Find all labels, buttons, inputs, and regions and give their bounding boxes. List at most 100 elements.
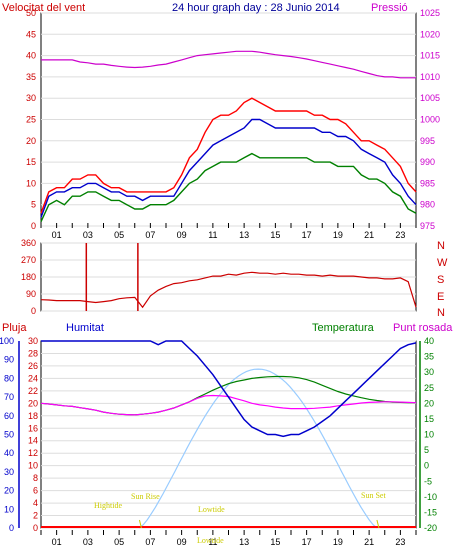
humidity-tick-label: 20	[4, 486, 14, 496]
climate-panel-frame	[40, 340, 417, 529]
temperature-tick-label: 10	[424, 430, 434, 440]
pressure-axis-title: Pressió	[371, 2, 408, 14]
temperature-tick-label: 25	[424, 383, 434, 393]
wind-hour-tick-label: 07	[145, 230, 155, 240]
lowtide-annotation-1: Lowtide	[198, 505, 225, 514]
lowtide-annotation-2: Lowtide	[197, 536, 224, 545]
wind-avg-line	[40, 118, 417, 218]
temperature-tick-label: -10	[424, 492, 437, 502]
wind-hour-tick-label: 21	[364, 230, 374, 240]
wind-hour-tick-label: 03	[83, 230, 93, 240]
pressure-tick-label: 1005	[420, 93, 440, 103]
wind-speed-tick-label: 10	[26, 178, 36, 188]
climate-hour-tick-label: 23	[395, 537, 405, 547]
temperature-tick-label: -15	[424, 507, 437, 517]
humidity-label: Humitat	[66, 322, 104, 334]
climate-hour-tick-label: 03	[83, 537, 93, 547]
rain-tick-label: 18	[28, 411, 38, 421]
wind-speed-tick-label: 0	[31, 221, 36, 231]
climate-hour-tick-label: 19	[333, 537, 343, 547]
wind-hour-tick-label: 15	[270, 230, 280, 240]
solar-radiation-line	[139, 368, 378, 529]
direction-tick-label: 270	[21, 255, 36, 265]
humidity-tick-label: 90	[4, 355, 14, 365]
rain-tick-label: 22	[28, 386, 38, 396]
climate-hour-tick-label: 15	[270, 537, 280, 547]
direction-tick-label: 0	[31, 306, 36, 316]
humidity-tick-label: 70	[4, 392, 14, 402]
rain-tick-label: 8	[33, 473, 38, 483]
pressure-tick-label: 1020	[420, 29, 440, 39]
wind-gust-line	[40, 97, 417, 214]
pressure-tick-label: 1015	[420, 51, 440, 61]
pressure-tick-label: 975	[420, 221, 435, 231]
climate-hour-tick-label: 09	[177, 537, 187, 547]
hightide-annotation: Hightide	[94, 501, 122, 510]
temperature-tick-label: 40	[424, 336, 434, 346]
rain-tick-label: 20	[28, 398, 38, 408]
wind-axis-title: Velocitat del vent	[2, 2, 85, 14]
sunset-annotation: Sun Set	[361, 491, 386, 500]
pressure-tick-label: 1010	[420, 72, 440, 82]
humidity-tick-label: 80	[4, 373, 14, 383]
dir-letter-n-bottom: N	[437, 307, 445, 319]
direction-tick-label: 360	[21, 238, 36, 248]
wind-hour-tick-label: 23	[395, 230, 405, 240]
temperature-tick-label: 5	[424, 445, 429, 455]
wind-hour-tick-label: 17	[302, 230, 312, 240]
sun-marker	[138, 519, 142, 529]
wind-direction-line	[40, 271, 417, 309]
wind-hour-tick-label: 09	[177, 230, 187, 240]
climate-hour-tick-label: 11	[208, 537, 217, 547]
rain-tick-label: 28	[28, 348, 38, 358]
direction-tick-label: 180	[21, 272, 36, 282]
wind-hour-tick-label: 19	[333, 230, 343, 240]
rain-tick-label: 0	[33, 523, 38, 533]
pressure-tick-label: 995	[420, 136, 435, 146]
humidity-tick-label: 30	[4, 467, 14, 477]
temperature-tick-label: 30	[424, 367, 434, 377]
rain-tick-label: 12	[28, 448, 38, 458]
climate-hour-tick-label: 07	[145, 537, 155, 547]
wind-hour-tick-label: 05	[114, 230, 124, 240]
sun-marker	[376, 519, 380, 529]
wind-hour-tick-label: 11	[208, 230, 217, 240]
humidity-tick-label: 50	[4, 430, 14, 440]
temperature-line	[40, 375, 416, 416]
wind-speed-tick-label: 5	[31, 200, 36, 210]
rain-tick-label: 10	[28, 461, 38, 471]
pressure-tick-label: 1025	[420, 8, 440, 18]
temperature-label: Temperatura	[312, 322, 375, 334]
humidity-tick-label: 0	[9, 523, 14, 533]
rain-tick-label: 30	[28, 336, 38, 346]
dir-letter-s: S	[437, 274, 444, 286]
page-title: 24 hour graph day : 28 Junio 2014	[172, 2, 340, 14]
direction-tick-label: 90	[26, 289, 36, 299]
humidity-tick-label: 60	[4, 411, 14, 421]
humidity-tick-label: 40	[4, 448, 14, 458]
rain-tick-label: 26	[28, 361, 38, 371]
rain-tick-label: 6	[33, 486, 38, 496]
wind-speed-tick-label: 50	[26, 8, 36, 18]
dewpoint-label: Punt rosada	[393, 322, 453, 334]
temperature-tick-label: -20	[424, 523, 437, 533]
wind-speed-tick-label: 35	[26, 72, 36, 82]
rain-label: Pluja	[2, 322, 27, 334]
climate-hour-tick-label: 21	[364, 537, 374, 547]
humidity-line	[41, 340, 417, 438]
climate-hour-tick-label: 13	[239, 537, 249, 547]
rain-tick-label: 4	[33, 498, 38, 508]
wind-speed-tick-label: 20	[26, 136, 36, 146]
pressure-line	[41, 50, 416, 79]
pressure-tick-label: 990	[420, 157, 435, 167]
wind-hour-tick-label: 01	[52, 230, 62, 240]
climate-hour-tick-label: 05	[114, 537, 124, 547]
dir-letter-n-top: N	[437, 240, 445, 252]
pressure-tick-label: 985	[420, 178, 435, 188]
humidity-tick-label: 10	[4, 504, 14, 514]
temperature-tick-label: -5	[424, 476, 432, 486]
dir-letter-w: W	[437, 257, 448, 269]
wind-low-line	[40, 152, 417, 222]
pressure-tick-label: 980	[420, 200, 435, 210]
